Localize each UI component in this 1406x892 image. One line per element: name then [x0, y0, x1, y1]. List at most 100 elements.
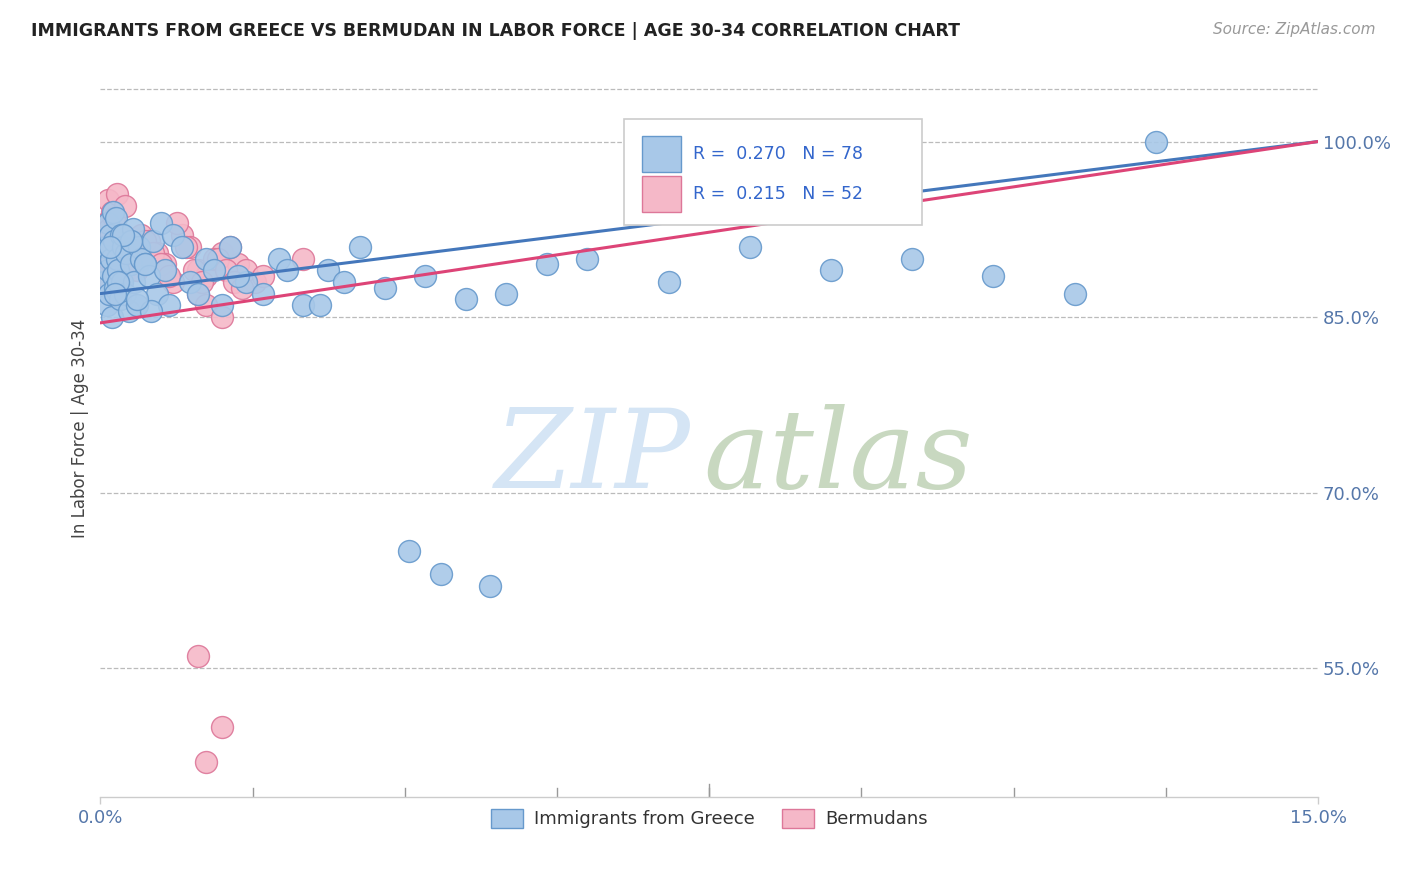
Point	[100, 204, 122, 219]
Point	[430, 567, 453, 582]
Point	[121, 222, 143, 236]
Point	[96, 257, 118, 271]
Point	[202, 252, 225, 266]
Point	[129, 252, 152, 266]
Point	[187, 286, 209, 301]
Point	[100, 310, 122, 324]
Point	[276, 263, 298, 277]
Point	[125, 293, 148, 307]
Point	[211, 310, 233, 324]
Point	[110, 228, 132, 243]
Point	[194, 269, 217, 284]
Point	[150, 216, 173, 230]
Point	[93, 240, 115, 254]
Point	[194, 252, 217, 266]
Text: R =  0.270   N = 78: R = 0.270 N = 78	[693, 145, 863, 162]
Point	[170, 240, 193, 254]
Point	[129, 228, 152, 243]
Point	[183, 263, 205, 277]
Point	[103, 211, 125, 225]
FancyBboxPatch shape	[624, 119, 922, 226]
Point	[983, 269, 1005, 284]
Point	[112, 228, 135, 243]
Point	[333, 275, 356, 289]
Point	[224, 275, 246, 289]
Point	[211, 245, 233, 260]
Point	[97, 252, 120, 266]
Point	[125, 263, 148, 277]
Point	[292, 252, 315, 266]
Point	[101, 204, 124, 219]
Point	[101, 286, 124, 301]
Point	[187, 649, 209, 664]
Point	[104, 234, 127, 248]
Point	[103, 234, 125, 248]
Point	[124, 275, 146, 289]
Point	[134, 257, 156, 271]
Point	[134, 257, 156, 271]
Point	[162, 275, 184, 289]
Point	[219, 240, 242, 254]
Legend: Immigrants from Greece, Bermudans: Immigrants from Greece, Bermudans	[484, 802, 935, 836]
Point	[194, 755, 217, 769]
Point	[495, 286, 517, 301]
Point	[114, 199, 136, 213]
Text: ZIP: ZIP	[495, 404, 690, 511]
Point	[179, 275, 201, 289]
Point	[97, 263, 120, 277]
Point	[207, 252, 229, 266]
Point	[398, 544, 420, 558]
Point	[98, 228, 121, 243]
Y-axis label: In Labor Force | Age 30-34: In Labor Force | Age 30-34	[72, 318, 89, 538]
Point	[1063, 286, 1085, 301]
Point	[118, 304, 141, 318]
Point	[108, 293, 131, 307]
Point	[104, 286, 127, 301]
Point	[105, 252, 128, 266]
Point	[138, 234, 160, 248]
Point	[901, 252, 924, 266]
Point	[142, 234, 165, 248]
Point	[98, 286, 121, 301]
Point	[107, 275, 129, 289]
Point	[146, 286, 169, 301]
Point	[252, 269, 274, 284]
Point	[658, 275, 681, 289]
Point	[96, 298, 118, 312]
Point	[128, 240, 150, 254]
Text: IMMIGRANTS FROM GREECE VS BERMUDAN IN LABOR FORCE | AGE 30-34 CORRELATION CHART: IMMIGRANTS FROM GREECE VS BERMUDAN IN LA…	[31, 22, 960, 40]
Point	[170, 228, 193, 243]
Point	[187, 286, 209, 301]
Point	[107, 252, 129, 266]
Point	[174, 240, 197, 254]
Point	[112, 240, 135, 254]
Point	[738, 240, 761, 254]
Point	[94, 240, 117, 254]
Point	[166, 216, 188, 230]
Point	[98, 275, 121, 289]
Text: R =  0.215   N = 52: R = 0.215 N = 52	[693, 186, 863, 203]
Point	[243, 275, 266, 289]
Point	[536, 257, 558, 271]
Point	[110, 228, 132, 243]
FancyBboxPatch shape	[643, 136, 682, 171]
Point	[162, 228, 184, 243]
Point	[454, 293, 477, 307]
Point	[150, 257, 173, 271]
Point	[194, 298, 217, 312]
Point	[235, 275, 257, 289]
Point	[125, 298, 148, 312]
FancyBboxPatch shape	[643, 176, 682, 212]
Point	[104, 281, 127, 295]
Point	[120, 234, 142, 248]
Point	[292, 298, 315, 312]
Point	[252, 286, 274, 301]
Point	[1144, 135, 1167, 149]
Point	[308, 298, 330, 312]
Point	[211, 720, 233, 734]
Point	[215, 263, 238, 277]
Point	[114, 286, 136, 301]
Point	[112, 269, 135, 284]
Point	[157, 298, 180, 312]
Point	[97, 193, 120, 207]
